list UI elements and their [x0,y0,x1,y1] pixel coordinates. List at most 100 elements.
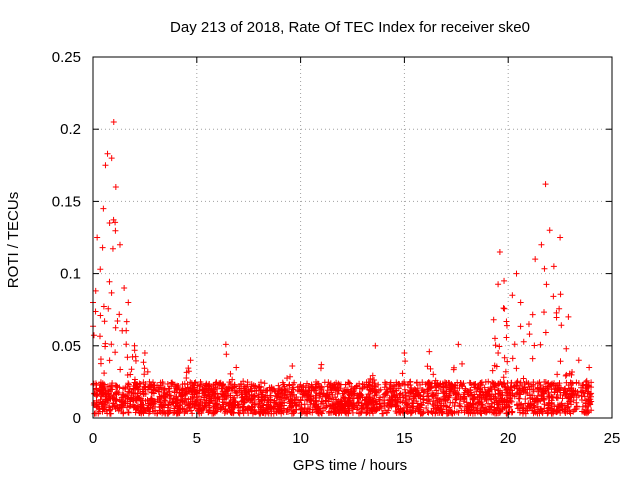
data-point [586,398,593,405]
data-point [199,390,206,397]
data-point [106,278,113,285]
data-point [540,389,547,396]
data-point [93,402,100,409]
data-point [300,382,307,389]
data-point [289,385,296,392]
data-point [110,216,117,223]
data-point [459,360,466,367]
data-point [358,402,365,409]
data-point [161,393,168,400]
data-point [463,405,470,412]
data-point [247,406,254,413]
data-point [95,410,102,417]
data-point [296,399,303,406]
data-point [312,403,319,410]
data-point [567,394,574,401]
data-point [342,381,349,388]
data-point [342,396,349,403]
data-point [182,385,189,392]
data-point [236,385,243,392]
data-point [94,234,101,241]
data-point [157,409,164,416]
data-point [156,386,163,393]
data-point [395,396,402,403]
data-point [254,394,261,401]
data-point [92,308,99,315]
data-point [191,384,198,391]
data-point [274,401,281,408]
data-point [541,265,548,272]
data-point [530,382,537,389]
data-point [108,341,115,348]
data-point [561,386,568,393]
data-point [209,390,216,397]
data-point [133,397,140,404]
data-point [192,379,199,386]
x-tick-label: 5 [193,430,201,447]
x-tick-label: 10 [292,430,309,447]
data-point [413,379,420,386]
data-point [409,403,416,410]
data-point [445,394,452,401]
data-point [534,380,541,387]
data-point [371,380,378,387]
data-point [375,381,382,388]
data-point [542,378,549,385]
data-point [452,396,459,403]
data-point [490,316,497,323]
data-point [562,385,569,392]
data-point [150,401,157,408]
data-point [194,388,201,395]
data-point [231,387,238,394]
data-point [303,410,310,417]
data-point [151,384,158,391]
data-point [389,401,396,408]
data-point [97,360,104,367]
data-point [325,398,332,405]
data-point [412,387,419,394]
data-point [496,397,503,404]
data-point [257,410,264,417]
data-point [100,398,107,405]
data-point [214,394,221,401]
data-point [106,220,113,227]
data-point [217,404,224,411]
data-point [563,371,570,378]
data-point [470,381,477,388]
data-point [521,381,528,388]
data-point [184,384,191,391]
data-point [542,329,549,336]
data-point [109,394,116,401]
data-point [380,400,387,407]
data-point [313,379,319,386]
data-point [294,387,301,394]
data-point [293,406,300,413]
data-point [443,403,450,410]
data-point [501,277,508,284]
data-point [148,396,155,403]
data-point [371,387,378,394]
data-point [324,391,331,398]
data-point [380,410,387,417]
data-point [222,341,229,348]
data-point [384,401,391,408]
data-point [499,381,506,388]
data-point [423,397,430,404]
data-point [173,393,180,400]
data-point [420,410,427,417]
data-point [573,403,580,410]
data-point [483,397,490,404]
data-point [125,409,132,416]
data-point [201,398,208,405]
data-point [488,403,495,410]
data-point [495,401,502,408]
data-point [529,311,536,318]
data-point [289,392,296,399]
data-point [123,327,130,334]
data-point [524,390,531,397]
data-point [284,392,291,399]
data-point [122,398,129,405]
data-point [489,379,496,386]
data-point [221,396,228,403]
data-point [477,381,484,388]
